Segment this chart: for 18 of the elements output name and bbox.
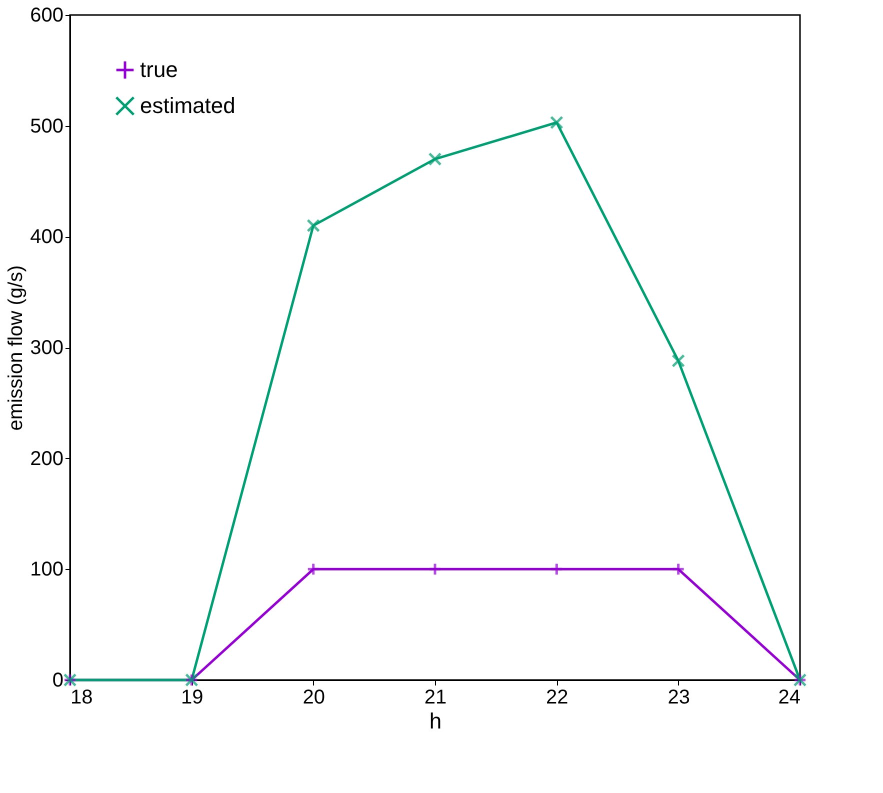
y-tick-label: 100 [30, 558, 64, 581]
x-tick-label: 19 [181, 686, 204, 708]
y-tick-label: 500 [30, 115, 64, 138]
x-tick-label: 18 [70, 686, 93, 708]
x-tick-label: 24 [778, 686, 800, 708]
y-tick-label: 600 [30, 4, 64, 26]
x-tick-label: 21 [424, 686, 447, 708]
x-tick-label: 22 [546, 686, 568, 708]
y-tick-label: 300 [30, 337, 64, 359]
y-axis-title: emission flow (g/s) [5, 265, 28, 431]
x-tick-label: 20 [302, 686, 325, 708]
legend-label: true [140, 57, 178, 82]
x-axis-title: h [429, 708, 442, 734]
y-tick-label: 400 [30, 226, 64, 248]
y-tick-label: 0 [52, 670, 64, 692]
legend-label: estimated [140, 93, 236, 118]
y-tick-label: 200 [30, 448, 64, 470]
x-tick-label: 23 [668, 686, 690, 708]
